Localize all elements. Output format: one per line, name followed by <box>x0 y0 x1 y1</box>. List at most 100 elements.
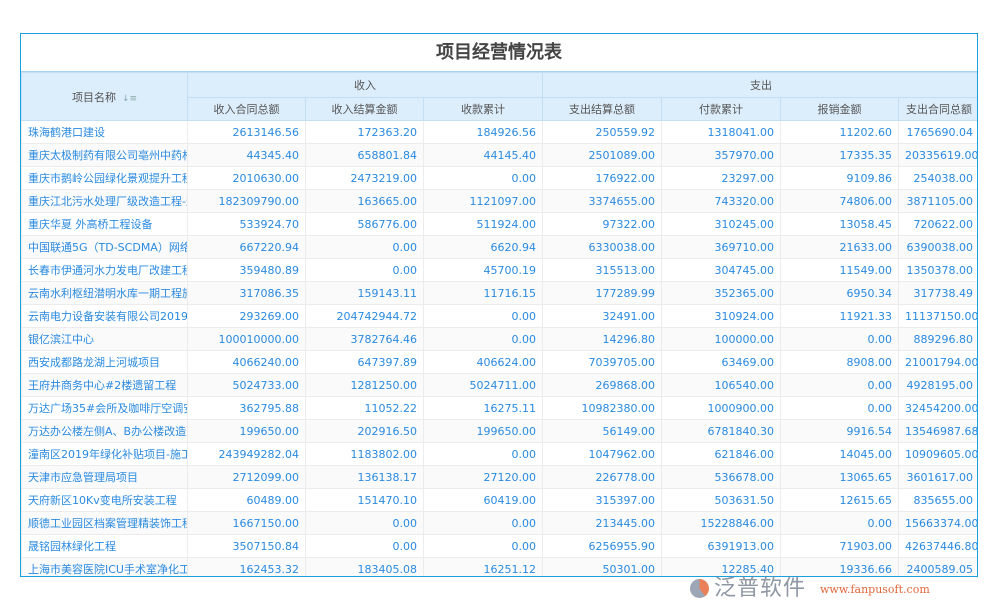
column-header-project-name[interactable]: 项目名称 ↓≡ <box>21 72 188 121</box>
project-name-link[interactable]: 潼南区2019年绿化补贴项目-施工2 <box>21 442 188 466</box>
amount-cell: 667220.94 <box>187 235 306 259</box>
column-header[interactable]: 收入结算金额 <box>305 97 424 121</box>
table-row[interactable]: 重庆市鹅岭公园绿化景观提升工程施 2010630.00 2473219.00 0.00… <box>21 166 977 190</box>
project-name-link[interactable]: 西安成都路龙湖上河城项目 <box>21 350 188 374</box>
project-name-link[interactable]: 长春市伊通河水力发电厂改建工程 <box>21 258 188 282</box>
amount-cell: 11052.22 <box>305 396 424 420</box>
column-header[interactable]: 收款累计 <box>422 97 544 121</box>
amount-cell: 10982380.00 <box>542 396 663 420</box>
amount-cell: 0.00 <box>780 327 900 351</box>
table-row[interactable]: 中国联通5G（TD-SCDMA）网络三 667220.94 0.00 6620.94 6… <box>21 235 977 259</box>
table-row[interactable]: 顺德工业园区档案管理精装饰工程 1667150.00 0.00 0.00 213445.… <box>21 511 977 535</box>
report-panel: 项目经营情况表 项目名称 ↓≡ 收入 支出 收入合同总额 收入结算金额 收款累计 支出结… <box>20 33 978 577</box>
column-header[interactable]: 报销金额 <box>780 97 900 121</box>
table-row[interactable]: 银亿滨江中心 100010000.00 3782764.46 0.00 14296.80… <box>21 327 977 351</box>
table-row[interactable]: 上海市美容医院ICU手术室净化工程 162453.32 183405.08 16251… <box>21 557 977 576</box>
amount-cell: 9916.54 <box>780 419 900 443</box>
table-row[interactable]: 天津市应急管理局项目 2712099.00 136138.17 27120.00 226… <box>21 465 977 489</box>
table-row[interactable]: 云南水利枢纽潜明水库一期工程施工 317086.35 159143.11 11716.… <box>21 281 977 305</box>
table-row[interactable]: 王府井商务中心#2楼遗留工程 5024733.00 1281250.00 502471… <box>21 373 977 397</box>
amount-cell: 32454200.00 <box>898 396 977 420</box>
amount-cell: 213445.00 <box>542 511 663 535</box>
project-name-link[interactable]: 万达广场35#会所及咖啡厅空调安装 <box>21 396 188 420</box>
table-row[interactable]: 晟铭园林绿化工程 3507150.84 0.00 0.00 6256955.90 6391… <box>21 534 977 558</box>
project-name-link[interactable]: 顺德工业园区档案管理精装饰工程 <box>21 511 188 535</box>
project-name-link[interactable]: 天津市应急管理局项目 <box>21 465 188 489</box>
amount-cell: 4066240.00 <box>187 350 306 374</box>
amount-cell: 11137150.00 <box>898 304 977 328</box>
amount-cell: 2613146.56 <box>187 120 306 144</box>
column-header[interactable]: 收入合同总额 <box>187 97 306 121</box>
amount-cell: 250559.92 <box>542 120 663 144</box>
project-name-link[interactable]: 珠海鹤港口建设 <box>21 120 188 144</box>
table-row[interactable]: 西安成都路龙湖上河城项目 4066240.00 647397.89 406624.00… <box>21 350 977 374</box>
amount-cell: 13058.45 <box>780 212 900 236</box>
table-row[interactable]: 潼南区2019年绿化补贴项目-施工2 243949282.04 1183802.00… <box>21 442 977 466</box>
amount-cell: 63469.00 <box>661 350 782 374</box>
table-row[interactable]: 天府新区10Kv变电所安装工程 60489.00 151470.10 60419.00… <box>21 488 977 512</box>
amount-cell: 835655.00 <box>898 488 977 512</box>
column-header[interactable]: 付款累计 <box>661 97 782 121</box>
amount-cell: 45700.19 <box>422 258 544 282</box>
amount-cell: 7039705.00 <box>542 350 663 374</box>
watermark-url: www.fanpusoft.com <box>820 583 930 596</box>
column-header[interactable]: 支出合同总额 <box>898 97 977 121</box>
amount-cell: 226778.00 <box>542 465 663 489</box>
amount-cell: 6330038.00 <box>542 235 663 259</box>
project-name-link[interactable]: 晟铭园林绿化工程 <box>21 534 188 558</box>
project-name-link[interactable]: 重庆江北污水处理厂级改造工程-道 <box>21 189 188 213</box>
table-row[interactable]: 万达广场35#会所及咖啡厅空调安装 362795.88 11052.22 16275.… <box>21 396 977 420</box>
project-name-link[interactable]: 重庆华夏 外高桥工程设备 <box>21 212 188 236</box>
amount-cell: 1183802.00 <box>305 442 424 466</box>
amount-cell: 533924.70 <box>187 212 306 236</box>
amount-cell: 6391913.00 <box>661 534 782 558</box>
amount-cell: 177289.99 <box>542 281 663 305</box>
sort-icon[interactable]: ↓≡ <box>121 93 138 104</box>
table-row[interactable]: 重庆太极制药有限公司亳州中药材仓 44345.40 658801.84 44145.4… <box>21 143 977 167</box>
amount-cell: 621846.00 <box>661 442 782 466</box>
amount-cell: 16251.12 <box>422 557 544 576</box>
table-row[interactable]: 万达办公楼左侧A、B办公楼改造建 199650.00 202916.50 199650… <box>21 419 977 443</box>
project-name-link[interactable]: 云南水利枢纽潜明水库一期工程施工 <box>21 281 188 305</box>
amount-cell: 6950.34 <box>780 281 900 305</box>
amount-cell: 74806.00 <box>780 189 900 213</box>
amount-cell: 60419.00 <box>422 488 544 512</box>
project-name-link[interactable]: 中国联通5G（TD-SCDMA）网络三 <box>21 235 188 259</box>
amount-cell: 12615.65 <box>780 488 900 512</box>
table-row[interactable]: 重庆江北污水处理厂级改造工程-道 182309790.00 163665.00 112… <box>21 189 977 213</box>
amount-cell: 304745.00 <box>661 258 782 282</box>
project-name-link[interactable]: 天府新区10Kv变电所安装工程 <box>21 488 188 512</box>
amount-cell: 23297.00 <box>661 166 782 190</box>
amount-cell: 658801.84 <box>305 143 424 167</box>
amount-cell: 359480.89 <box>187 258 306 282</box>
project-name-link[interactable]: 王府井商务中心#2楼遗留工程 <box>21 373 188 397</box>
project-name-link[interactable]: 重庆太极制药有限公司亳州中药材仓 <box>21 143 188 167</box>
column-header[interactable]: 支出结算总额 <box>542 97 663 121</box>
table-row[interactable]: 珠海鹤港口建设 2613146.56 172363.20 184926.56 25055… <box>21 120 977 144</box>
amount-cell: 1350378.00 <box>898 258 977 282</box>
amount-cell: 536678.00 <box>661 465 782 489</box>
project-name-link[interactable]: 上海市美容医院ICU手术室净化工程 <box>21 557 188 576</box>
table-row[interactable]: 云南电力设备安装有限公司2019--2 293269.00 204742944.72… <box>21 304 977 328</box>
project-name-link[interactable]: 重庆市鹅岭公园绿化景观提升工程施 <box>21 166 188 190</box>
amount-cell: 3871105.00 <box>898 189 977 213</box>
watermark-brand: 泛普软件 <box>714 576 807 601</box>
amount-cell: 50301.00 <box>542 557 663 576</box>
table-row[interactable]: 重庆华夏 外高桥工程设备 533924.70 586776.00 511924.00 9… <box>21 212 977 236</box>
amount-cell: 0.00 <box>780 373 900 397</box>
amount-cell: 293269.00 <box>187 304 306 328</box>
amount-cell: 315397.00 <box>542 488 663 512</box>
project-name-link[interactable]: 银亿滨江中心 <box>21 327 188 351</box>
amount-cell: 243949282.04 <box>187 442 306 466</box>
amount-cell: 172363.20 <box>305 120 424 144</box>
table-row[interactable]: 长春市伊通河水力发电厂改建工程 359480.89 0.00 45700.19 3155… <box>21 258 977 282</box>
amount-cell: 1281250.00 <box>305 373 424 397</box>
amount-cell: 2501089.00 <box>542 143 663 167</box>
amount-cell: 42637446.80 <box>898 534 977 558</box>
amount-cell: 254038.00 <box>898 166 977 190</box>
amount-cell: 269868.00 <box>542 373 663 397</box>
project-name-link[interactable]: 云南电力设备安装有限公司2019--2 <box>21 304 188 328</box>
project-name-link[interactable]: 万达办公楼左侧A、B办公楼改造建 <box>21 419 188 443</box>
amount-cell: 1047962.00 <box>542 442 663 466</box>
amount-cell: 183405.08 <box>305 557 424 576</box>
